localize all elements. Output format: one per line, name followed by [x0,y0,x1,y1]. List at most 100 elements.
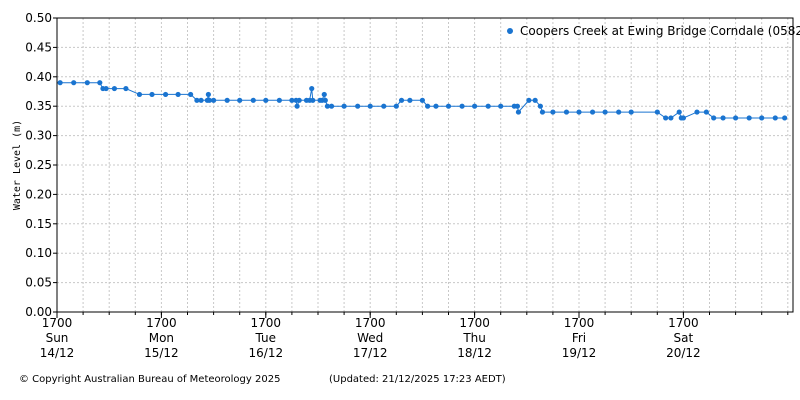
data-point [472,103,478,109]
data-point [355,103,361,109]
data-point [445,103,452,109]
data-point [419,97,425,103]
data-point [367,103,373,109]
x-tick-label-day: Sun [46,331,69,345]
data-point [663,115,669,121]
x-tick-label-day: Mon [149,331,174,345]
x-tick-label-date: 20/12 [666,346,701,360]
data-point [381,103,387,109]
data-point [224,97,230,103]
data-point [296,97,302,103]
data-point [205,91,211,98]
y-tick-label: 0.15 [25,217,52,231]
data-point [310,97,316,103]
x-tick-label-time: 1700 [459,316,490,330]
data-point [206,97,213,103]
data-point [250,97,256,103]
x-tick-label-date: 18/12 [457,346,492,360]
data-point [782,115,788,121]
data-point [703,109,709,115]
x-tick-label-time: 1700 [251,316,282,330]
data-point [149,91,155,98]
x-tick-label-date: 17/12 [353,346,388,360]
data-point [539,109,546,115]
data-point [162,91,169,98]
y-tick-label: 0.25 [25,158,52,172]
data-point [550,109,556,115]
data-point [175,91,181,98]
data-point [309,85,315,92]
data-point [289,97,295,103]
y-tick-label: 0.05 [25,276,52,290]
data-point [407,97,413,103]
data-point [526,97,532,103]
data-point [294,103,300,109]
data-point [537,103,543,109]
data-point [515,109,522,115]
data-point [628,109,634,115]
data-point [341,103,347,109]
data-point [198,97,204,103]
data-point [694,109,700,115]
copyright-notice: © Copyright Australian Bureau of Meteoro… [19,374,281,385]
data-point [676,109,682,115]
y-tick-label: 0.30 [25,129,52,143]
updated-timestamp: (Updated: 21/12/2025 17:23 AEDT) [329,374,506,385]
x-tick-label-time: 1700 [355,316,386,330]
data-point [485,103,491,109]
grid-lines [57,18,793,312]
data-point [433,103,439,109]
x-tick-label-day: Fri [572,331,586,345]
data-point [322,97,328,103]
data-point [733,115,739,121]
data-point [680,115,687,121]
data-point [57,80,63,86]
legend-label: Coopers Creek at Ewing Bridge Corndale (… [520,24,800,38]
data-point [136,91,143,98]
data-point [514,103,521,109]
series-layer [57,80,788,121]
x-tick-label-date: 14/12 [40,346,75,360]
data-point [263,97,269,103]
data-point [103,85,109,92]
legend-marker [507,28,513,34]
x-tick-label-date: 19/12 [562,346,597,360]
y-axis-ticks: 0.00 0.05 0.10 0.15 0.20 0.25 0.30 0.35 0.40 0.45… [25,11,57,319]
data-point [759,115,765,121]
x-tick-label-time: 1700 [564,316,595,330]
data-point [393,103,399,109]
data-point [668,115,674,121]
x-tick-label-day: Thu [462,331,486,345]
data-point [532,97,538,103]
data-point [616,109,622,115]
data-point [772,115,778,121]
y-tick-label: 0.50 [25,11,52,25]
x-tick-label-day: Sat [674,331,694,345]
data-point [746,115,752,121]
data-point [720,115,726,121]
data-point [563,109,570,115]
data-point [711,115,717,121]
x-tick-label-time: 1700 [668,316,699,330]
x-axis-ticks: 1700Sun14/121700Mon15/121700Tue16/121700… [40,312,789,360]
x-tick-label-date: 15/12 [144,346,179,360]
data-point [328,103,335,109]
y-axis-label: Water Level (m) [12,120,23,210]
plot-frame [56,17,794,313]
x-tick-label-time: 1700 [42,316,73,330]
y-tick-label: 0.00 [25,305,52,319]
data-point [188,91,194,98]
data-point [194,97,200,103]
x-tick-label-day: Wed [357,331,383,345]
data-point [425,103,431,109]
legend: Coopers Creek at Ewing Bridge Corndale (… [507,24,800,38]
data-point [602,109,608,115]
data-point [459,103,465,109]
data-point [589,109,596,115]
y-tick-label: 0.45 [25,40,52,54]
data-point [324,103,330,109]
y-tick-label: 0.35 [25,99,52,113]
data-point [211,97,217,103]
data-point [97,80,103,86]
